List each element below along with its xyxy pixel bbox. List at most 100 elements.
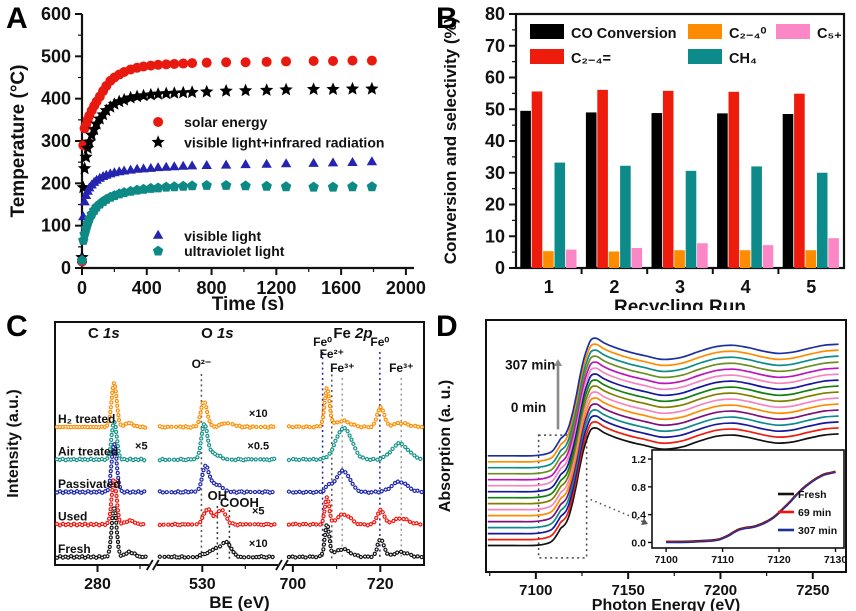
marker-star [200, 84, 214, 98]
marker-triangle [261, 158, 272, 168]
series-triangle [76, 156, 378, 263]
trace-label: Passivated [58, 477, 121, 491]
marker-circle [308, 55, 319, 66]
annotation-Fe⁰: Fe⁰ [313, 335, 332, 349]
marker-circle [201, 57, 212, 68]
panel-b: B 0 10 20 30 40 50 60 70 80 1 2 3 4 5 Recycling Run Con… [430, 0, 856, 310]
arrowhead [641, 518, 648, 525]
marker-pentagon [280, 181, 292, 192]
legend-label: C₅₊ [817, 26, 842, 42]
arrowhead [553, 359, 563, 366]
y-tick-label: 400 [41, 89, 71, 109]
marker-star [99, 103, 113, 117]
y-tick-label: 60 [485, 68, 505, 88]
region-title: Fe 2p [333, 325, 372, 342]
y-tick-label: 200 [41, 173, 71, 193]
marker-star [79, 150, 93, 163]
marker-star [176, 85, 190, 99]
xps-trace [286, 385, 425, 430]
y-tick-label: 40 [485, 131, 505, 151]
marker-triangle [79, 196, 90, 206]
x-tick-label: 1200 [256, 278, 296, 298]
panel-c: C 280 C 1s 530 O 1s 700 720 Fe 2p BE (eV) Intens… [0, 310, 430, 611]
bar [608, 251, 620, 268]
panel-d: D 7100 7150 7200 7250 Photon Energy (eV) Abso… [430, 310, 856, 611]
x-tick-label: 2 [609, 277, 619, 297]
plot-frame [54, 321, 425, 566]
xps-trace-hole [158, 540, 276, 559]
marker-star [279, 82, 293, 96]
panel-d-chart: 7100 7150 7200 7250 Photon Energy (eV) Absorp… [437, 319, 848, 611]
x-tick-label: 7150 [611, 582, 644, 599]
marker-pentagon [261, 180, 272, 191]
marker-triangle [240, 159, 251, 169]
marker-circle [153, 116, 164, 127]
series-star [75, 81, 379, 264]
legend-swatch [688, 49, 722, 64]
xps-trace-hole [158, 463, 276, 494]
x-tick-label: 530 [189, 576, 216, 593]
inset-y-tick-label: 0.4 [631, 510, 646, 522]
y-axis-label: Intensity (a.u.) [5, 389, 22, 497]
inset-x-tick-label: 7120 [767, 554, 791, 566]
annotation-top-time: 307 min [505, 357, 555, 372]
marker-star [103, 100, 117, 113]
plot-c: 280 C 1s 530 O 1s 700 720 Fe 2p BE (eV) Intensit… [5, 321, 425, 611]
x-tick-label: 7100 [519, 582, 552, 599]
marker-circle [169, 58, 180, 69]
x-axis-label: BE (eV) [209, 593, 269, 611]
marker-circle [261, 56, 272, 67]
marker-star [260, 83, 274, 96]
marker-star [185, 85, 199, 98]
annotation-bottom-time: 0 min [511, 400, 546, 415]
axis-break [281, 559, 289, 571]
legend-label: visible light+infrared radiation [184, 134, 384, 150]
x-tick-label: 7250 [796, 582, 829, 599]
bar [739, 250, 751, 268]
xps-trace [286, 468, 425, 495]
y-tick-label: 80 [485, 4, 505, 24]
axis-break-mask [277, 561, 286, 569]
xps-trace-hole [288, 496, 423, 527]
marker-pentagon [138, 183, 149, 194]
marker-pentagon [240, 180, 251, 191]
inset-x-tick-label: 7130 [824, 554, 848, 566]
plot-b: 0 10 20 30 40 50 60 70 80 1 2 3 4 5 Recycling Run Conve… [441, 4, 846, 310]
bar [717, 113, 728, 268]
inset-legend-label: 307 min [798, 525, 837, 537]
inset-y-tick-label: 0.8 [631, 482, 646, 494]
marker-circle [347, 55, 358, 66]
legend-label: ultraviolet light [184, 243, 285, 259]
marker-star [81, 141, 95, 154]
marker-circle [240, 57, 251, 68]
xanes-curve [487, 421, 839, 541]
marker-pentagon [186, 180, 198, 191]
x-tick-label: 7200 [704, 582, 737, 599]
xanes-curve [487, 385, 839, 505]
marker-circle [281, 56, 292, 67]
annotation-Fe²⁺: Fe²⁺ [320, 347, 344, 361]
xanes-curve [487, 427, 839, 547]
marker-star [167, 86, 181, 99]
marker-pentagon [201, 180, 212, 190]
axis-break [146, 559, 154, 571]
bar-series [520, 110, 794, 269]
bar-series [554, 162, 828, 268]
marker-pentagon [169, 181, 180, 192]
bar [828, 238, 839, 268]
marker-pentagon [152, 182, 164, 193]
marker-star [112, 94, 126, 108]
bar-series [543, 250, 817, 268]
marker-star [345, 81, 360, 95]
xps-trace [54, 441, 148, 495]
annotation-Fe³⁺: Fe³⁺ [330, 361, 354, 375]
legend-label: C₂₋₄= [571, 51, 611, 67]
bar [762, 245, 774, 268]
inset-y-tick-label: 0.0 [631, 537, 646, 549]
xanes-curve [487, 373, 839, 493]
xps-trace-hole [56, 381, 147, 429]
y-tick-label: 500 [41, 46, 71, 66]
marker-circle [221, 57, 232, 68]
x-tick-label: 3 [675, 277, 685, 297]
xanes-curve [487, 397, 839, 517]
